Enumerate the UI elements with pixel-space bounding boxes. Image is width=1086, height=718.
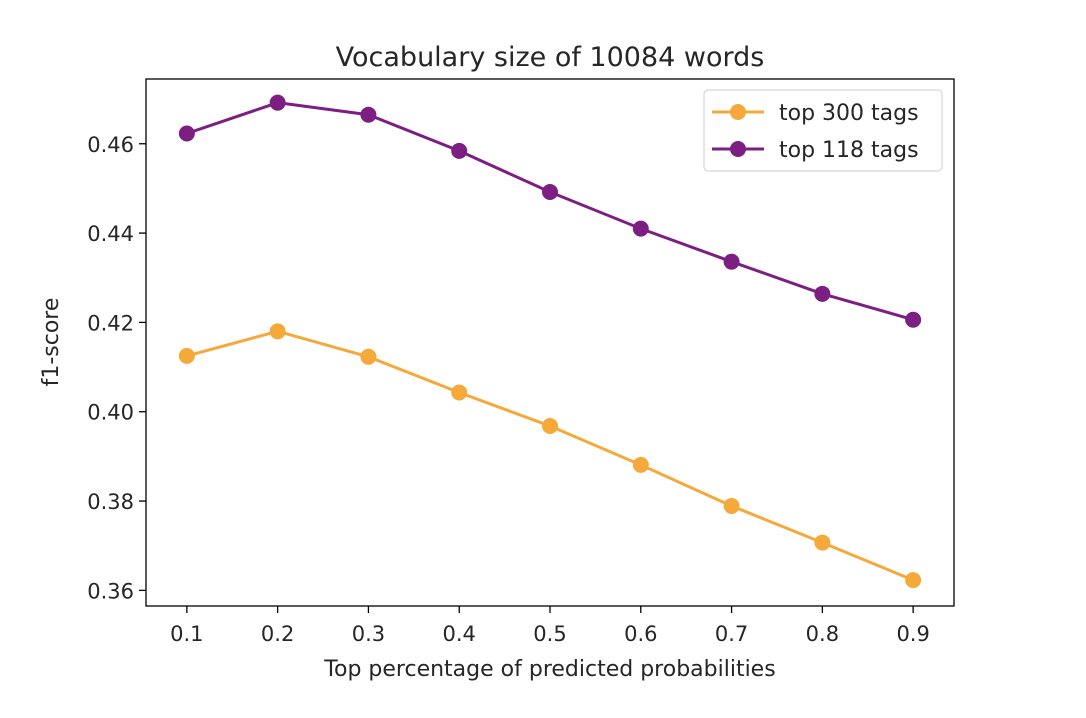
legend-label-top-118: top 118 tags: [779, 138, 919, 163]
legend-marker-top-300: [730, 104, 746, 120]
data-point-1-6: [723, 253, 740, 270]
data-point-0-7: [814, 534, 831, 551]
data-point-1-4: [542, 183, 558, 200]
y-tick-label: 0.36: [87, 579, 134, 603]
data-point-1-5: [632, 220, 649, 237]
x-tick-label: 0.3: [352, 622, 385, 646]
x-axis: 0.1 0.2 0.3 0.4 0.5 0.6 0.7 0.8 0.9: [170, 606, 930, 646]
data-point-0-2: [360, 348, 377, 365]
x-tick-label: 0.6: [624, 622, 657, 646]
data-point-1-0: [178, 125, 195, 142]
legend-label-top-300: top 300 tags: [779, 101, 919, 126]
y-tick-label: 0.42: [87, 311, 134, 335]
chart-title: Vocabulary size of 10084 words: [336, 42, 765, 73]
y-tick-label: 0.46: [87, 133, 134, 157]
data-point-1-2: [360, 106, 377, 123]
data-point-0-8: [905, 572, 922, 589]
data-point-1-8: [905, 311, 922, 328]
data-point-0-1: [269, 323, 286, 340]
x-tick-label: 0.2: [261, 622, 294, 646]
x-tick-label: 0.7: [715, 622, 748, 646]
y-tick-label: 0.40: [87, 401, 134, 425]
series-line-0: [186, 329, 914, 582]
data-point-0-4: [542, 418, 558, 435]
legend-marker-top-118: [730, 141, 746, 157]
x-tick-label: 0.4: [443, 622, 476, 646]
y-axis: 0.36 0.38 0.40 0.42 0.44 0.46: [87, 133, 146, 603]
data-point-0-5: [632, 456, 649, 473]
x-tick-label: 0.1: [170, 622, 203, 646]
data-point-0-6: [723, 497, 740, 514]
x-axis-label: Top percentage of predicted probabilitie…: [323, 657, 775, 682]
y-axis-label: f1-score: [39, 298, 64, 387]
x-tick-label: 0.8: [806, 622, 839, 646]
data-point-0-3: [451, 384, 468, 401]
series-layer: [178, 94, 922, 589]
y-tick-label: 0.44: [87, 222, 134, 246]
data-point-1-1: [269, 94, 286, 111]
x-tick-label: 0.5: [533, 622, 566, 646]
legend: top 300 tags top 118 tags: [703, 89, 943, 172]
x-tick-label: 0.9: [896, 622, 929, 646]
data-point-1-7: [814, 285, 831, 302]
data-point-0-0: [178, 347, 195, 364]
legend-box: [703, 89, 943, 172]
data-point-1-3: [451, 142, 468, 159]
y-tick-label: 0.38: [87, 490, 134, 514]
